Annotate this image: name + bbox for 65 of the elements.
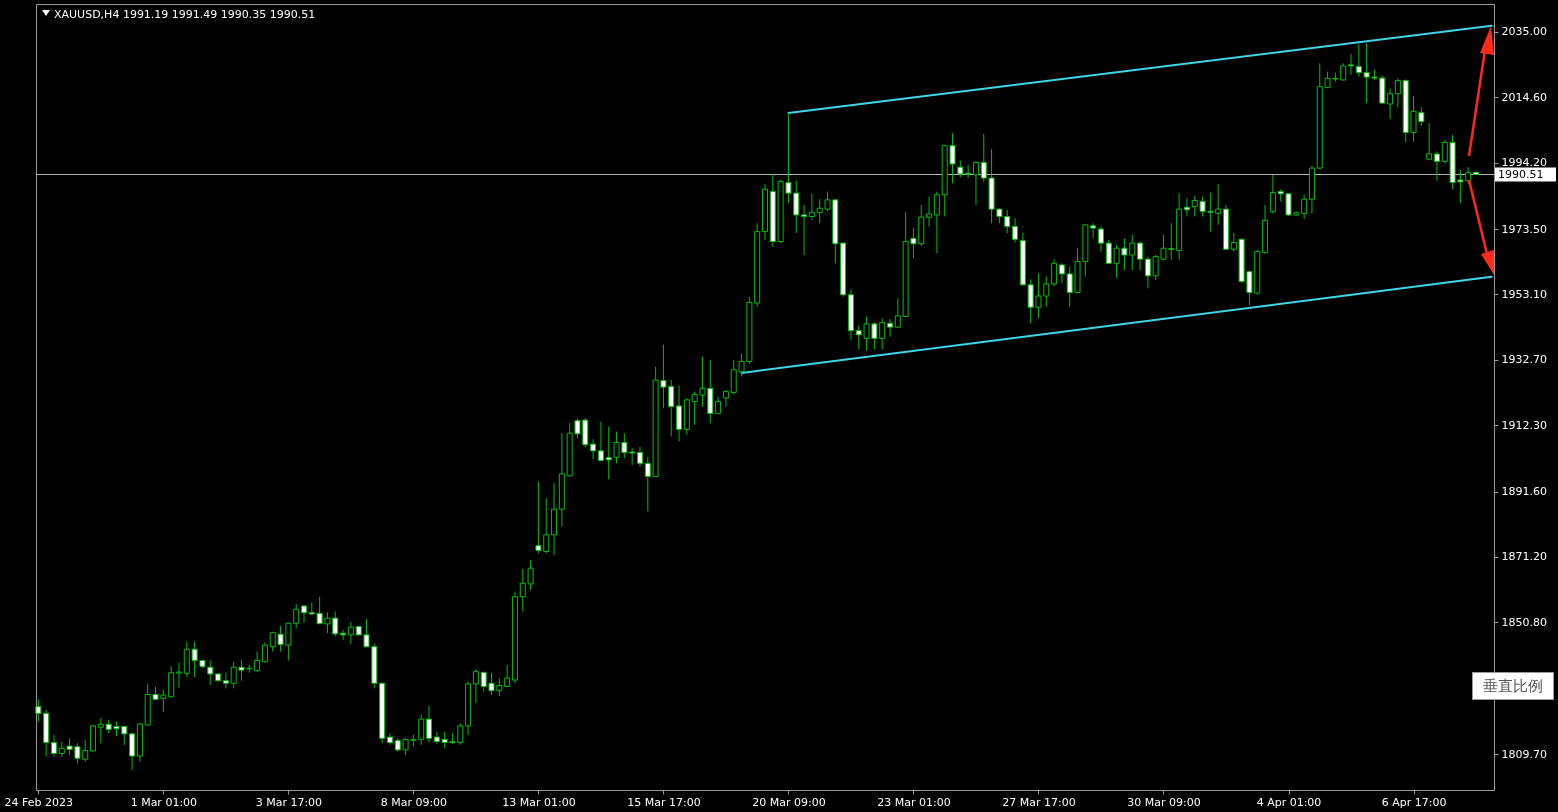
candlestick	[97, 717, 104, 744]
candlestick	[1012, 217, 1019, 243]
candlestick	[1433, 150, 1440, 182]
candlestick	[1137, 241, 1144, 271]
candlestick	[1301, 194, 1308, 220]
candlestick	[597, 421, 604, 462]
y-tick-label: 1973.50	[1501, 222, 1547, 236]
candlestick	[722, 389, 729, 408]
candlestick	[1144, 256, 1151, 289]
candlestick	[261, 642, 268, 664]
candlestick	[1097, 225, 1104, 252]
candlestick	[50, 734, 57, 758]
y-tick-label: 1953.10	[1501, 287, 1547, 301]
candlestick	[301, 604, 307, 624]
candlestick	[808, 193, 815, 221]
candlestick	[636, 446, 643, 468]
candlestick	[590, 438, 597, 460]
ref-line-label: 1990.51	[1498, 167, 1544, 181]
x-tick-label: 20 Mar 09:00	[752, 795, 826, 809]
candlestick	[207, 660, 214, 686]
candlestick	[1183, 197, 1190, 218]
candlestick	[676, 385, 683, 443]
y-tick-label: 1891.60	[1501, 485, 1547, 499]
x-tick-label: 8 Mar 09:00	[380, 795, 448, 809]
y-tick-label: 1932.70	[1501, 353, 1547, 367]
x-tick-label: 6 Apr 17:00	[1381, 795, 1447, 809]
candlestick	[175, 662, 182, 688]
candlestick	[933, 191, 940, 254]
y-tick-label: 2014.60	[1501, 90, 1547, 104]
candlestick	[1348, 53, 1355, 76]
x-tick-label: 13 Mar 01:00	[502, 795, 576, 809]
candlestick	[1058, 262, 1065, 284]
y-tick-label: 1809.70	[1501, 747, 1547, 761]
candlestick	[222, 672, 229, 689]
x-tick-label: 23 Mar 01:00	[877, 795, 951, 809]
candlestick	[129, 732, 136, 771]
x-tick-label: 1 Mar 01:00	[130, 795, 198, 809]
candlestick	[887, 318, 894, 338]
candlestick	[340, 629, 347, 641]
x-tick-label: 27 Mar 17:00	[1002, 795, 1076, 809]
chart-title: XAUUSD,H4 1991.19 1991.49 1990.35 1990.51	[54, 8, 316, 21]
y-tick-label: 1871.20	[1501, 550, 1547, 564]
candlestick	[926, 196, 933, 227]
y-tick-label: 2035.00	[1501, 25, 1547, 39]
candlestick	[347, 621, 354, 645]
candlestick	[254, 651, 261, 673]
x-tick-label: 24 Feb 2023	[4, 795, 74, 809]
x-tick-label: 15 Mar 17:00	[627, 795, 701, 809]
candlestick	[801, 204, 808, 256]
y-tick-label: 1912.30	[1501, 418, 1547, 432]
x-tick-label: 3 Mar 17:00	[255, 795, 323, 809]
y-tick-label: 1994.20	[1501, 156, 1547, 170]
candlestick	[472, 668, 479, 704]
y-tick-label: 1850.80	[1501, 615, 1547, 629]
candlestick	[972, 160, 979, 206]
x-tick-label: 4 Apr 01:00	[1256, 795, 1322, 809]
candlestick	[1051, 258, 1058, 287]
candlestick	[1269, 174, 1276, 214]
annotation: 垂直比例	[1472, 672, 1554, 700]
candlestick	[35, 698, 42, 723]
candlestick	[1387, 87, 1394, 120]
x-tick-label: 30 Mar 09:00	[1127, 795, 1201, 809]
candlestick	[426, 705, 433, 744]
candlestick	[1394, 77, 1401, 108]
candlestick	[1426, 122, 1433, 161]
